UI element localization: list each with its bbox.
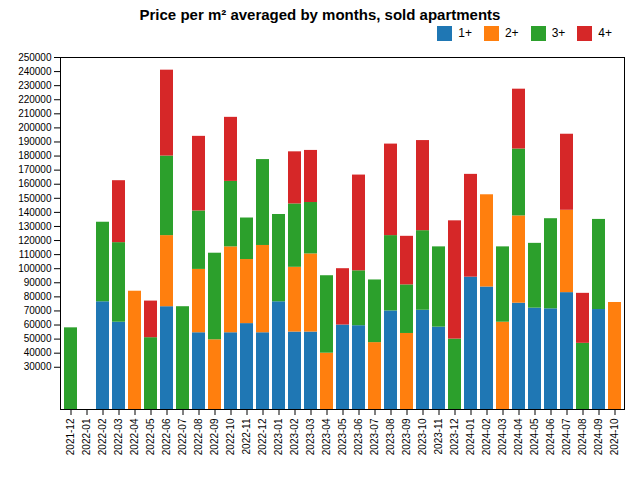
svg-text:2022-11: 2022-11	[241, 418, 252, 454]
svg-text:2023-09: 2023-09	[401, 418, 412, 455]
svg-text:2022-01: 2022-01	[81, 418, 92, 455]
svg-text:210000: 210000	[18, 108, 52, 119]
svg-text:200000: 200000	[18, 122, 52, 133]
svg-text:2023-08: 2023-08	[385, 418, 396, 455]
svg-text:150000: 150000	[18, 193, 52, 204]
svg-text:230000: 230000	[18, 80, 52, 91]
svg-text:120000: 120000	[18, 235, 52, 246]
svg-text:2023-10: 2023-10	[417, 418, 428, 455]
html-text:2+: 2+	[504, 26, 519, 40]
svg-text:2024-06: 2024-06	[545, 418, 556, 455]
svg-text:2024-04: 2024-04	[513, 418, 524, 455]
svg-text:240000: 240000	[18, 66, 52, 77]
svg-text:2023-07: 2023-07	[369, 418, 380, 455]
svg-text:140000: 140000	[18, 207, 52, 218]
svg-text:2024-03: 2024-03	[497, 418, 508, 455]
svg-text:2023-06: 2023-06	[353, 418, 364, 455]
svg-text:40000: 40000	[24, 347, 52, 358]
svg-text:2024-01: 2024-01	[465, 418, 476, 455]
svg-text:2021-12: 2021-12	[65, 418, 76, 455]
svg-text:2024-02: 2024-02	[481, 418, 492, 455]
svg-text:2022-07: 2022-07	[177, 418, 188, 455]
svg-text:30000: 30000	[24, 361, 52, 372]
html-text:Price per m² averaged by month: Price per m² averaged by months, sold ap…	[139, 6, 501, 23]
svg-text:2022-05: 2022-05	[145, 418, 156, 455]
svg-text:2024-05: 2024-05	[529, 418, 540, 455]
svg-text:2023-04: 2023-04	[321, 418, 332, 455]
svg-text:2022-04: 2022-04	[129, 418, 140, 455]
svg-text:50000: 50000	[24, 333, 52, 344]
html-text:1+: 1+	[458, 26, 472, 40]
svg-text:130000: 130000	[18, 221, 52, 232]
svg-text:2022-02: 2022-02	[97, 418, 108, 455]
svg-text:250000: 250000	[18, 52, 52, 63]
svg-text:60000: 60000	[24, 319, 52, 330]
svg-text:2022-03: 2022-03	[113, 418, 124, 455]
svg-text:2023-01: 2023-01	[273, 418, 284, 455]
svg-text:2023-05: 2023-05	[337, 418, 348, 455]
svg-text:110000: 110000	[19, 249, 52, 260]
svg-text:2022-09: 2022-09	[209, 418, 220, 455]
svg-text:2023-03: 2023-03	[305, 418, 316, 455]
svg-text:2023-02: 2023-02	[289, 418, 300, 455]
svg-text:170000: 170000	[18, 164, 52, 175]
svg-text:2024-10: 2024-10	[609, 418, 620, 455]
svg-text:70000: 70000	[24, 305, 52, 316]
svg-text:2023-12: 2023-12	[449, 418, 460, 455]
svg-text:2024-08: 2024-08	[577, 418, 588, 455]
svg-text:80000: 80000	[24, 291, 52, 302]
svg-text:2022-12: 2022-12	[257, 418, 268, 455]
html-text:4+: 4+	[598, 26, 612, 40]
svg-text:90000: 90000	[24, 277, 52, 288]
svg-text:190000: 190000	[18, 136, 52, 147]
svg-text:2022-06: 2022-06	[161, 418, 172, 455]
svg-text:2022-10: 2022-10	[225, 418, 236, 455]
svg-text:2023-11: 2023-11	[433, 418, 444, 454]
svg-text:2024-09: 2024-09	[593, 418, 604, 455]
svg-text:100000: 100000	[18, 263, 52, 274]
svg-text:180000: 180000	[18, 150, 52, 161]
html-text:3+: 3+	[551, 26, 566, 40]
svg-text:220000: 220000	[18, 94, 52, 105]
svg-text:2024-07: 2024-07	[561, 418, 572, 455]
svg-text:2022-08: 2022-08	[193, 418, 204, 455]
svg-text:160000: 160000	[18, 178, 52, 189]
